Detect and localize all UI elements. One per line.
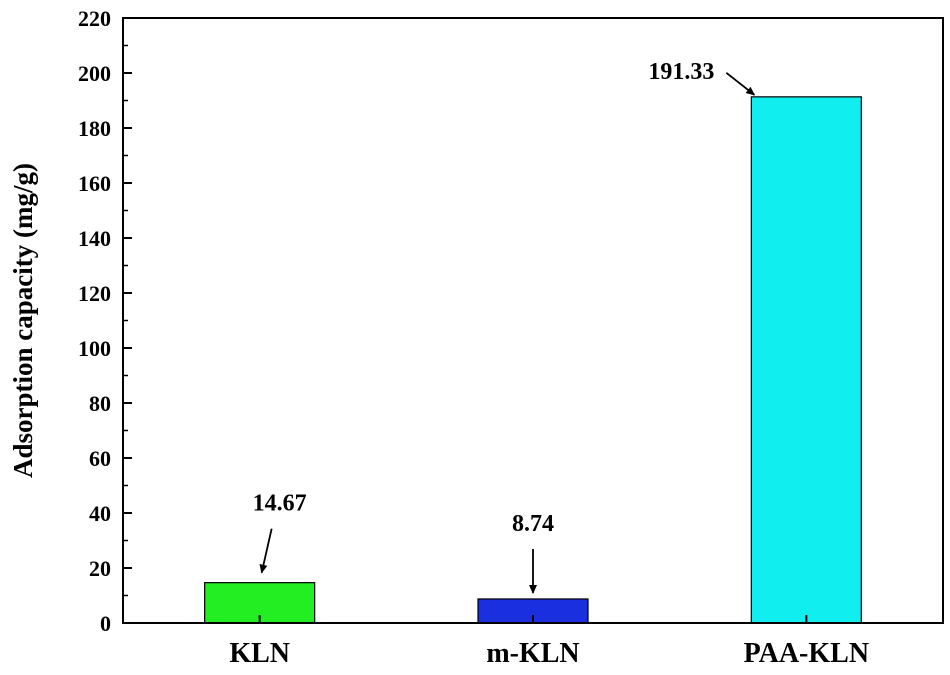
plot-frame [122,17,944,624]
y-tick-label: 80 [89,391,111,416]
y-tick-label: 100 [78,336,111,361]
y-tick-label: 140 [78,226,111,251]
x-category-label: PAA-KLN [744,638,869,669]
x-axis-categories: KLN m-KLN PAA-KLN [229,615,869,669]
y-tick-label: 20 [89,556,111,581]
y-axis-title: Adsorption capacity (mg/g) [8,163,38,478]
data-label: 14.67 [253,491,307,517]
y-tick-label: 200 [78,61,111,86]
x-category-label: KLN [229,638,290,669]
data-label: 8.74 [512,511,554,537]
y-tick-label: 60 [89,446,111,471]
y-tick-label: 0 [100,611,111,636]
data-label-arrow [725,72,756,96]
y-tick-label: 180 [78,116,111,141]
data-label-arrow [259,528,273,574]
y-tick-label: 40 [89,501,111,526]
x-category-label: m-KLN [486,638,579,669]
data-label: 191.33 [648,59,714,85]
y-tick-label: 120 [78,281,111,306]
bar-paa-kln [750,96,862,624]
data-labels: 14.67 8.74 191.33 [253,59,756,594]
y-tick-label: 220 [78,6,111,31]
bars [204,96,862,624]
y-axis-ticks: 0 20 40 60 80 100 120 140 160 180 200 220 [78,6,132,636]
y-tick-label: 160 [78,171,111,196]
